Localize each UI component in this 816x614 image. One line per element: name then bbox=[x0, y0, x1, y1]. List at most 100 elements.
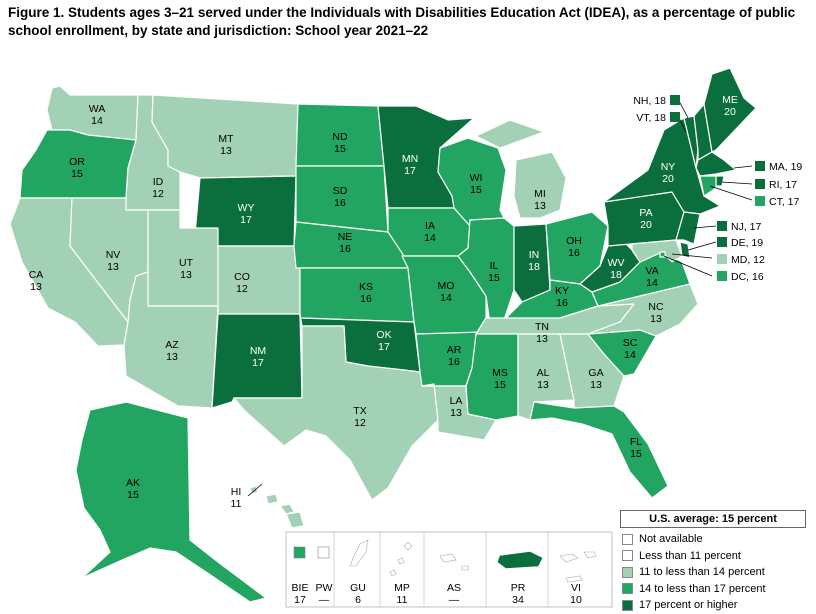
state-label-MI: MI 13 bbox=[534, 188, 546, 212]
callout-swatch-RI bbox=[755, 179, 765, 189]
state-label-PA: PA 20 bbox=[639, 207, 652, 231]
state-ME bbox=[703, 67, 757, 153]
state-label-OR: OR 15 bbox=[69, 156, 85, 180]
state-label-LA: LA 13 bbox=[450, 395, 463, 419]
jurisdiction-label-BIE: BIE 17 bbox=[292, 582, 309, 606]
state-label-NV: NV 13 bbox=[106, 249, 121, 273]
callout-swatch-MD bbox=[717, 254, 727, 264]
legend-item: 11 to less than 14 percent bbox=[620, 564, 806, 581]
jurisdiction-label-AS: AS — bbox=[447, 582, 461, 606]
state-label-TX: TX 12 bbox=[353, 405, 366, 429]
jurisdictions-panel: BIE 17 PW — GU 6 MP 11 AS — PR 34 VI 10 bbox=[285, 531, 613, 608]
state-label-IA: IA 14 bbox=[424, 220, 436, 244]
jurisdiction-label-GU: GU 6 bbox=[350, 582, 366, 606]
state-label-MN: MN 17 bbox=[402, 153, 418, 177]
callout-label-VT: VT, 18 bbox=[636, 112, 666, 124]
state-label-GA: GA 13 bbox=[588, 367, 603, 391]
callout-label-DE: DE, 19 bbox=[731, 237, 763, 249]
state-label-OK: OK 17 bbox=[376, 329, 391, 353]
legend-item: 14 to less than 17 percent bbox=[620, 581, 806, 598]
state-label-ID: ID 12 bbox=[152, 176, 164, 200]
state-label-CO: CO 12 bbox=[234, 271, 250, 295]
legend-label: Less than 11 percent bbox=[639, 549, 741, 562]
state-label-HI: HI 11 bbox=[231, 486, 242, 510]
state-NC bbox=[587, 283, 699, 337]
state-label-MO: MO 14 bbox=[438, 280, 455, 304]
state-label-WI: WI 15 bbox=[470, 172, 483, 196]
state-label-WA: WA 14 bbox=[89, 103, 106, 127]
callout-swatch-CT bbox=[755, 196, 765, 206]
as-outline bbox=[439, 553, 469, 571]
legend-swatch bbox=[622, 599, 633, 611]
state-label-WY: WY 17 bbox=[238, 202, 255, 226]
state-label-OH: OH 16 bbox=[566, 235, 582, 259]
callout-label-NJ: NJ, 17 bbox=[731, 221, 762, 233]
callout-swatch-DC bbox=[717, 271, 727, 281]
legend-swatch bbox=[622, 533, 633, 545]
callout-label-NH: NH, 18 bbox=[633, 95, 666, 107]
hi-leader bbox=[247, 483, 263, 497]
us-average-label: U.S. average: 15 percent bbox=[620, 510, 806, 528]
legend-item: Less than 11 percent bbox=[620, 548, 806, 565]
state-label-IN: IN 18 bbox=[528, 249, 540, 273]
state-AK bbox=[75, 401, 267, 603]
state-label-IL: IL 15 bbox=[488, 260, 500, 284]
state-label-SC: SC 14 bbox=[623, 337, 638, 361]
state-label-CA: CA 13 bbox=[29, 269, 44, 293]
jurisdiction-label-PW: PW — bbox=[316, 582, 333, 606]
state-AZ bbox=[123, 271, 219, 409]
state-label-AZ: AZ 13 bbox=[165, 339, 179, 363]
state-label-NY: NY 20 bbox=[661, 161, 676, 185]
state-TX bbox=[233, 325, 439, 501]
callout-swatch-NH bbox=[670, 95, 680, 105]
bie-swatch bbox=[293, 546, 306, 559]
state-label-ND: ND 15 bbox=[332, 131, 348, 155]
jurisdiction-label-PR: PR 34 bbox=[511, 582, 526, 606]
legend-label: 17 percent or higher bbox=[639, 599, 738, 612]
state-label-AR: AR 16 bbox=[447, 344, 462, 368]
jurisdiction-label-VI: VI 10 bbox=[570, 582, 582, 606]
pr-shape bbox=[497, 551, 543, 569]
state-label-MT: MT 13 bbox=[218, 133, 234, 157]
callout-label-MA: MA, 19 bbox=[769, 161, 802, 173]
jurisdiction-label-MP: MP 11 bbox=[394, 582, 410, 606]
legend-item: 17 percent or higher bbox=[620, 597, 806, 614]
legend-swatch bbox=[622, 550, 633, 562]
callout-leaders bbox=[663, 100, 753, 277]
state-NY bbox=[603, 117, 721, 215]
state-label-UT: UT 13 bbox=[179, 257, 194, 281]
state-CO bbox=[217, 245, 301, 315]
figure-title: Figure 1. Students ages 3–21 served unde… bbox=[8, 5, 796, 38]
callout-label-MD: MD, 12 bbox=[731, 254, 765, 266]
map-legend: U.S. average: 15 percent Not available Le… bbox=[620, 510, 806, 614]
state-label-SD: SD 16 bbox=[333, 185, 348, 209]
callout-label-DC: DC, 16 bbox=[731, 271, 764, 283]
vi-outline bbox=[559, 551, 597, 583]
callout-swatch-NJ bbox=[717, 221, 727, 231]
callout-swatch-MA bbox=[755, 161, 765, 171]
state-label-NM: NM 17 bbox=[250, 345, 266, 369]
legend-swatch bbox=[622, 583, 633, 595]
state-KS bbox=[299, 267, 415, 323]
state-label-NC: NC 13 bbox=[648, 301, 664, 325]
state-label-TN: TN 13 bbox=[535, 321, 549, 345]
state-HI bbox=[249, 485, 305, 529]
state-label-NE: NE 16 bbox=[338, 231, 353, 255]
state-NJ bbox=[675, 211, 701, 245]
state-label-ME: ME 20 bbox=[722, 94, 738, 118]
state-label-AK: AK 15 bbox=[126, 477, 140, 501]
legend-label: Not available bbox=[639, 533, 703, 546]
mp-outline bbox=[389, 541, 413, 577]
legend-item: Not available bbox=[620, 531, 806, 548]
pw-swatch bbox=[317, 546, 330, 559]
state-label-KY: KY 16 bbox=[555, 285, 569, 309]
callout-label-CT: CT, 17 bbox=[769, 196, 800, 208]
state-MI bbox=[475, 119, 567, 219]
state-FL bbox=[529, 401, 669, 499]
state-label-FL: FL 15 bbox=[630, 436, 642, 460]
state-RI bbox=[715, 175, 725, 187]
state-label-AL: AL 13 bbox=[537, 367, 550, 391]
state-label-VA: VA 14 bbox=[645, 265, 658, 289]
callout-swatch-DE bbox=[717, 237, 727, 247]
callout-swatch-VT bbox=[670, 112, 680, 122]
